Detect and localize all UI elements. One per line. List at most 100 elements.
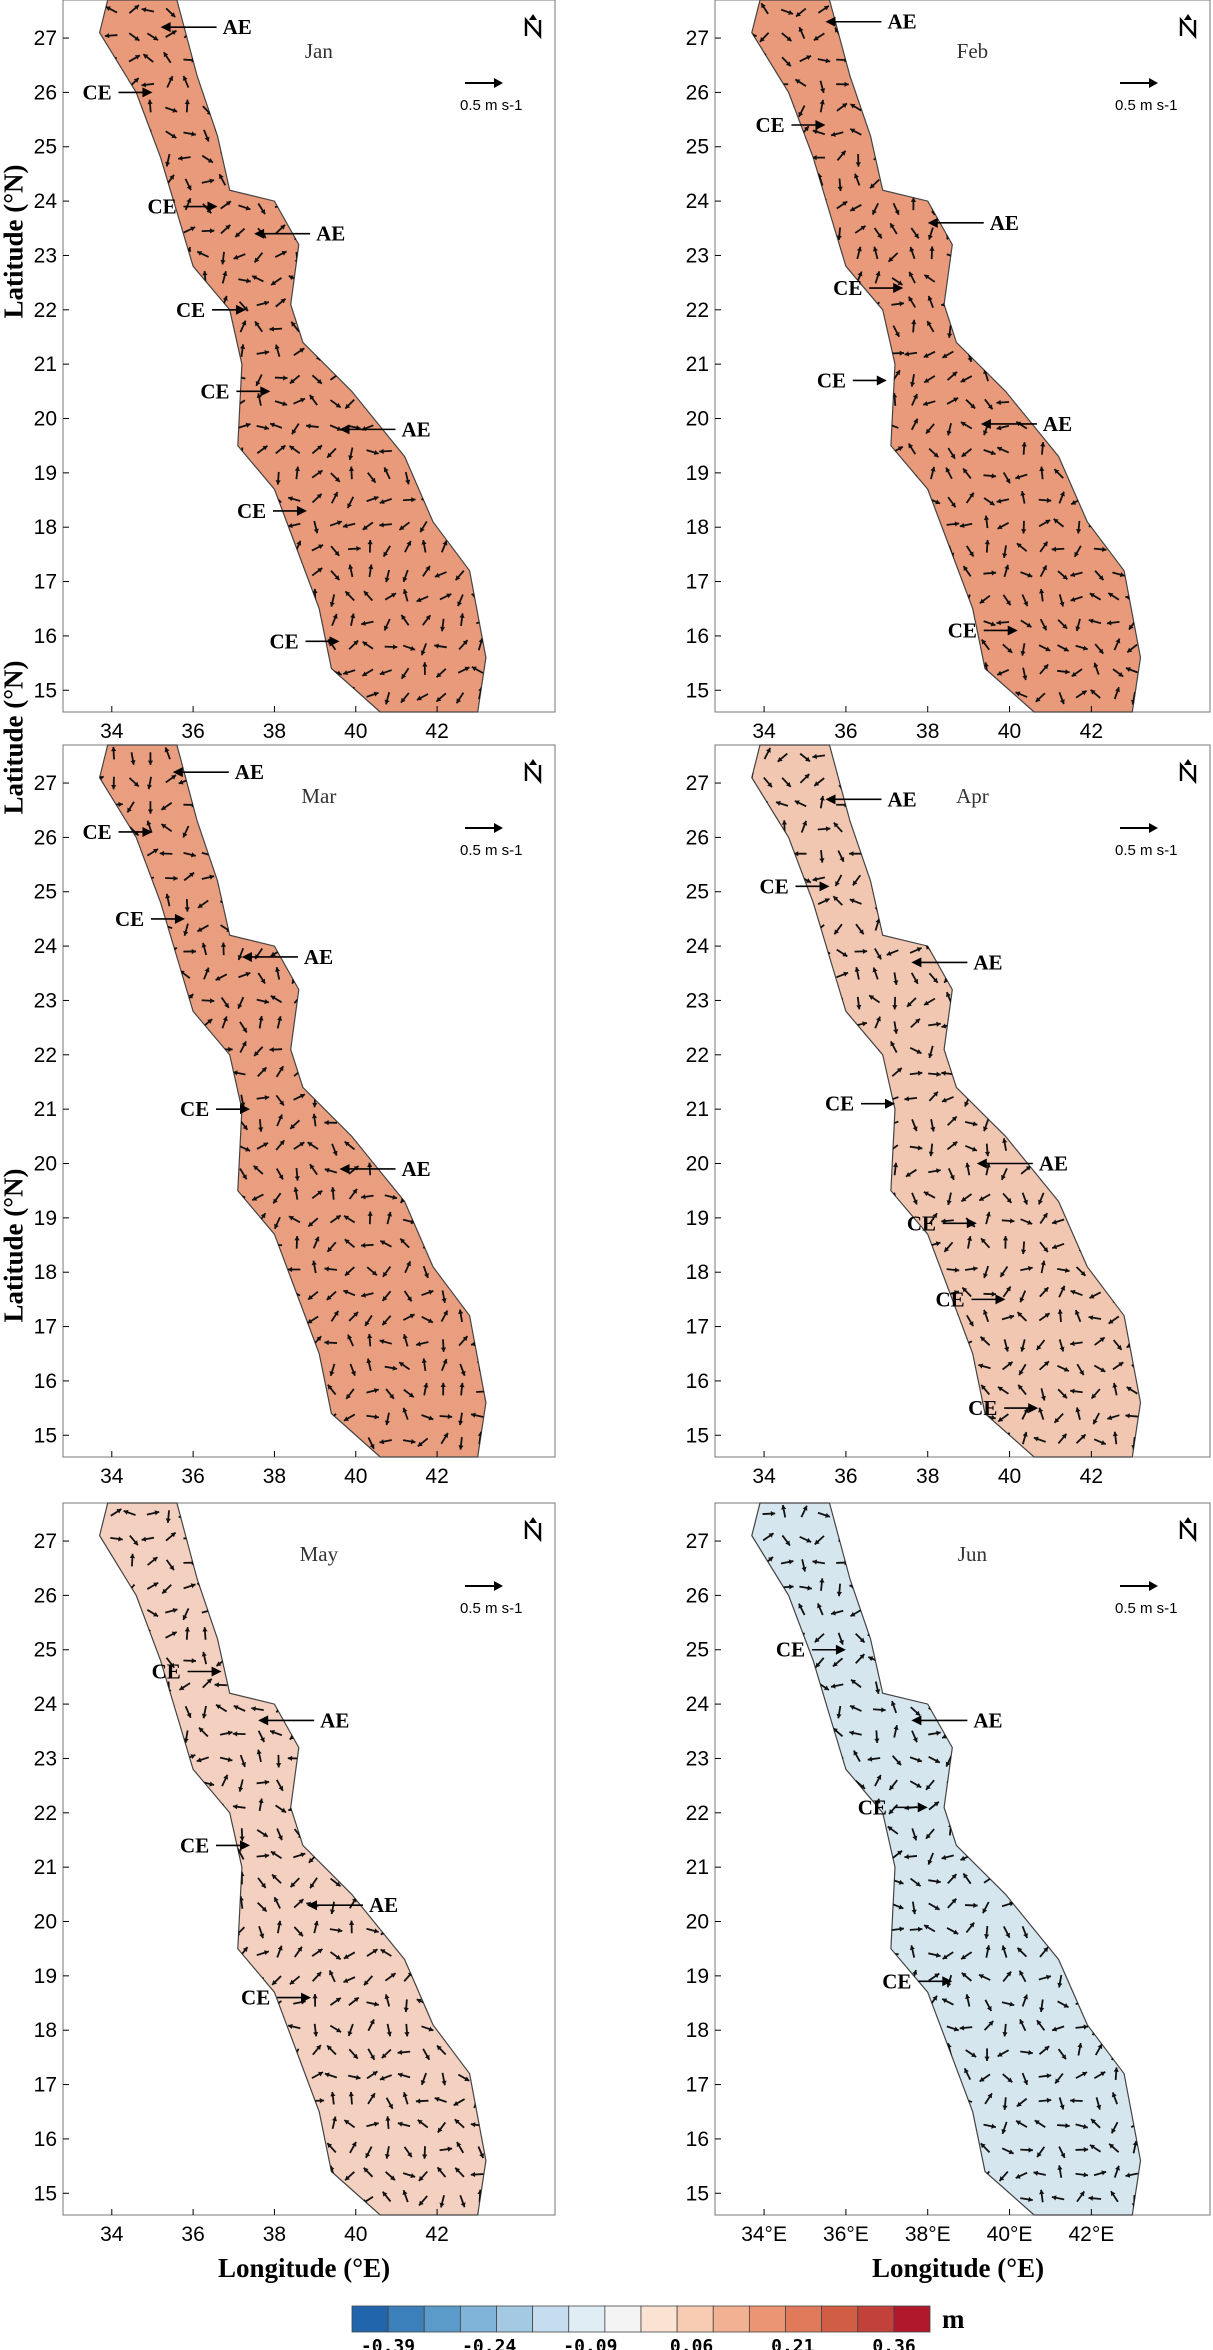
x-tick-label: 40 (344, 720, 367, 743)
map-panel-apr: 27 26 25 24 23 22 21 20 19 18 17 16 15 34 36 38 40 42 Apr 0… (686, 744, 1211, 1488)
x-tick-label: 38 (263, 2223, 286, 2246)
y-tick-label: 15 (34, 679, 57, 702)
eddy-pointer-head (825, 16, 836, 27)
month-label: May (300, 1542, 339, 1566)
eddy-pointer-head (917, 1802, 928, 1813)
y-tick-label: 20 (34, 1153, 57, 1176)
cyclonic-eddy-label: CE (858, 1795, 887, 1819)
y-tick-label: 18 (34, 516, 57, 539)
cyclonic-eddy-label: CE (817, 368, 846, 392)
x-tick-label: 42 (1080, 1465, 1103, 1488)
x-tick-label: 42 (425, 2223, 448, 2246)
eddy-pointer-head (235, 304, 246, 315)
y-tick-label: 19 (34, 1207, 57, 1230)
y-tick-label: 26 (686, 81, 709, 104)
cyclonic-eddy-label: CE (180, 1833, 209, 1857)
cyclonic-eddy-label: CE (148, 195, 177, 219)
y-tick-label: 27 (34, 772, 57, 795)
eddy-pointer-head (995, 1294, 1006, 1305)
y-tick-label: 26 (686, 826, 709, 849)
cyclonic-eddy-label: CE (200, 379, 229, 403)
eddy-pointer-head (306, 1900, 317, 1911)
eddy-pointer-head (911, 1715, 922, 1726)
y-tick-label: 19 (686, 1207, 709, 1230)
anticyclonic-eddy-label: AE (401, 1157, 430, 1181)
month-label: Mar (301, 784, 336, 808)
anticyclonic-eddy-label: AE (401, 417, 430, 441)
cyclonic-eddy-label: CE (825, 1092, 854, 1116)
x-tick-label: 38 (263, 1465, 286, 1488)
y-tick-label: 15 (686, 1424, 709, 1447)
anticyclonic-eddy-label: AE (369, 1893, 398, 1917)
y-tick-label: 20 (686, 408, 709, 431)
y-tick-label: 20 (686, 1153, 709, 1176)
x-tick-label: 40 (344, 1465, 367, 1488)
cyclonic-eddy-label: CE (935, 1287, 964, 1311)
eddy-pointer-head (825, 794, 836, 805)
x-tick-label: 34°E (741, 2223, 787, 2246)
map-panel-jun: 27 26 25 24 23 22 21 20 19 18 17 16 15 34°E 36°E 38°E 40… (686, 1502, 1211, 2246)
x-tick-label: 36°E (823, 2223, 869, 2246)
y-tick-label: 22 (34, 1802, 57, 1825)
y-tick-label: 23 (34, 989, 57, 1012)
x-tick-label: 34 (752, 1465, 776, 1488)
eddy-pointer-head (160, 22, 171, 33)
eddy-pointer-head (339, 1163, 350, 1174)
x-tick-label: 42 (425, 720, 448, 743)
y-tick-label: 23 (686, 1747, 709, 1770)
eddy-pointer-head (260, 386, 271, 397)
eddy-pointer-head (976, 1158, 987, 1169)
y-tick-label: 22 (34, 1044, 57, 1067)
y-tick-label: 20 (34, 408, 57, 431)
y-tick-label: 25 (34, 881, 57, 904)
cyclonic-eddy-label: CE (82, 80, 111, 104)
map-panel-may: 27 26 25 24 23 22 21 20 19 18 17 16 15 34 36 38 40 42 May 0… (34, 1502, 556, 2246)
eddy-pointer-head (301, 1992, 312, 2003)
red-sea-sla-field (98, 1502, 487, 2216)
y-tick-label: 21 (686, 1856, 709, 1879)
y-tick-label: 24 (686, 935, 710, 958)
anticyclonic-eddy-label: AE (235, 760, 264, 784)
y-tick-label: 24 (34, 1693, 58, 1716)
eddy-pointer-head (876, 375, 887, 386)
y-tick-label: 19 (686, 462, 709, 485)
x-tick-label: 36 (834, 1465, 857, 1488)
x-tick-label: 34 (100, 720, 124, 743)
north-arrow-icon (524, 16, 542, 40)
y-tick-label: 24 (686, 190, 710, 213)
y-tick-label: 25 (686, 136, 709, 159)
anticyclonic-eddy-label: AE (973, 950, 1002, 974)
y-tick-label: 25 (686, 881, 709, 904)
y-axis-title-3: Latitude (°N) (0, 1168, 29, 1323)
y-tick-label: 17 (34, 1316, 57, 1339)
y-tick-label: 16 (34, 2128, 57, 2151)
y-tick-label: 25 (34, 1639, 57, 1662)
y-tick-label: 17 (34, 571, 57, 594)
y-tick-label: 22 (686, 1044, 709, 1067)
eddy-pointer-head (893, 283, 904, 294)
y-tick-label: 18 (686, 1261, 709, 1284)
y-tick-label: 21 (686, 353, 709, 376)
cyclonic-eddy-label: CE (180, 1097, 209, 1121)
x-tick-label: 36 (181, 2223, 204, 2246)
scale-label: 0.5 m s-1 (460, 97, 523, 114)
y-tick-label: 21 (686, 1098, 709, 1121)
cyclonic-eddy-label: CE (176, 298, 205, 322)
y-tick-label: 27 (34, 27, 57, 50)
month-label: Feb (957, 39, 989, 63)
anticyclonic-eddy-label: AE (990, 211, 1019, 235)
x-tick-label: 36 (181, 720, 204, 743)
y-tick-label: 24 (34, 935, 58, 958)
y-tick-label: 16 (686, 1370, 709, 1393)
x-tick-label: 38 (916, 1465, 939, 1488)
anticyclonic-eddy-label: AE (1043, 412, 1072, 436)
eddy-pointer-head (240, 1104, 251, 1115)
anticyclonic-eddy-label: AE (887, 10, 916, 34)
y-tick-label: 22 (686, 1802, 709, 1825)
red-sea-sla-field (751, 1502, 1142, 2216)
eddy-pointer-head (174, 913, 185, 924)
eddy-pointer-head (927, 217, 938, 228)
y-tick-label: 18 (34, 1261, 57, 1284)
y-tick-label: 17 (34, 2074, 57, 2097)
x-tick-label: 40 (998, 720, 1021, 743)
